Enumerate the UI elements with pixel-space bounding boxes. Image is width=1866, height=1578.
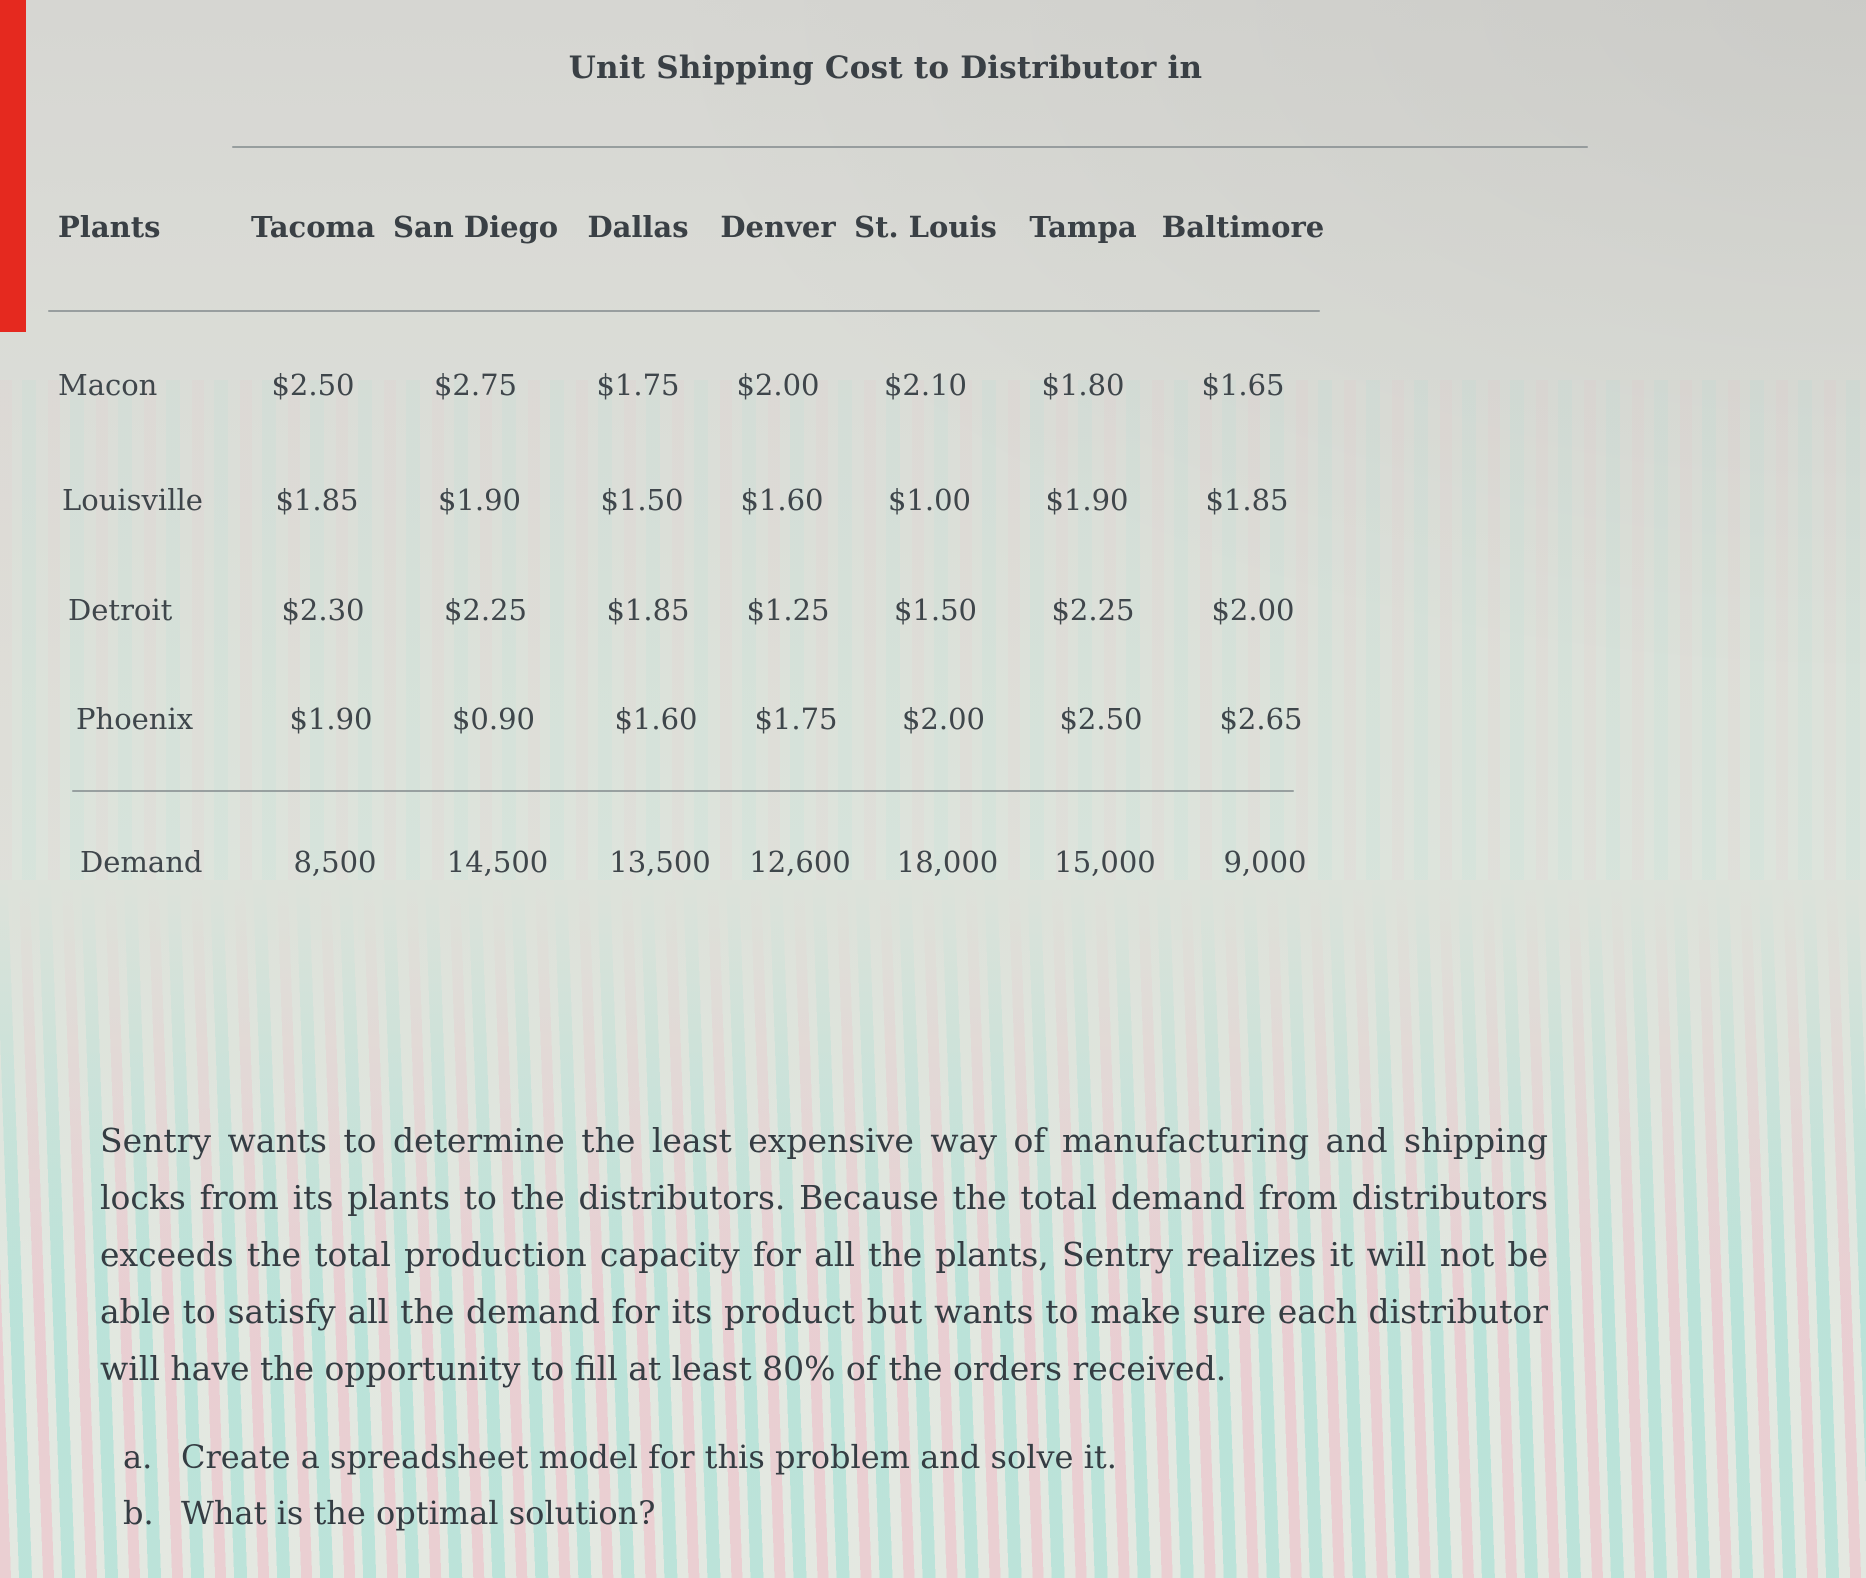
- cost-cell: $2.25: [1051, 593, 1135, 627]
- cost-cell: $2.00: [1211, 593, 1295, 627]
- moire-fade: [0, 880, 1866, 1578]
- divider-under-title: [232, 146, 1588, 148]
- cost-cell: $1.00: [887, 483, 972, 517]
- column-header-denver: Denver: [720, 210, 836, 244]
- cost-cell: $2.50: [1059, 702, 1143, 736]
- table-row-demand: Demand 8,500 14,500 13,500 12,600 18,000…: [50, 845, 1355, 879]
- cost-cell: $1.65: [1201, 368, 1285, 402]
- red-edge-strip: [0, 0, 26, 332]
- demand-value: 15,000: [1054, 845, 1156, 879]
- demand-value: 9,000: [1223, 845, 1307, 879]
- table-row-macon: Macon $2.50 $2.75 $1.75 $2.00 $2.10 $1.8…: [50, 368, 1333, 402]
- demand-value: 8,500: [293, 845, 377, 879]
- cost-cell: $2.65: [1219, 702, 1303, 736]
- demand-value: 13,500: [609, 845, 711, 879]
- moire-pattern-upper: [0, 380, 1866, 940]
- cost-cell: $1.80: [1041, 368, 1125, 402]
- question-a-label: a.: [123, 1438, 153, 1476]
- divider-under-header: [48, 310, 1320, 312]
- cost-cell: $1.75: [754, 702, 838, 736]
- column-header-san-diego: San Diego: [393, 210, 559, 244]
- plant-name: Louisville: [62, 483, 203, 517]
- question-a: a. Create a spreadsheet model for this p…: [123, 1438, 1117, 1476]
- cost-cell: $1.90: [289, 702, 373, 736]
- cost-cell: $1.75: [596, 368, 680, 402]
- table-row-louisville: Louisville $1.85 $1.90 $1.50 $1.60 $1.00…: [50, 483, 1337, 517]
- cost-cell: $2.50: [271, 368, 355, 402]
- table-row-detroit: Detroit $2.30 $2.25 $1.85 $1.25 $1.50 $2…: [50, 593, 1343, 627]
- page-title: Unit Shipping Cost to Distributor in: [568, 50, 1203, 86]
- cost-cell: $1.85: [1205, 483, 1289, 517]
- cost-cell: $0.90: [451, 702, 536, 736]
- cost-cell: $1.85: [275, 483, 359, 517]
- cost-cell: $2.00: [901, 702, 986, 736]
- demand-value: 12,600: [749, 845, 851, 879]
- cost-cell: $2.75: [433, 368, 518, 402]
- plant-name: Phoenix: [76, 702, 194, 736]
- table-header-row: Plants Tacoma San Diego Dallas Denver St…: [50, 210, 1333, 244]
- question-a-text: Create a spreadsheet model for this prob…: [181, 1438, 1117, 1476]
- cost-cell: $1.60: [614, 702, 698, 736]
- question-b: b. What is the optimal solution?: [123, 1494, 1117, 1532]
- column-header-st-louis: St. Louis: [854, 210, 997, 244]
- table-row-phoenix: Phoenix $1.90 $0.90 $1.60 $1.75 $2.00 $2…: [50, 702, 1351, 736]
- cost-cell: $1.90: [437, 483, 522, 517]
- problem-statement: Sentry wants to determine the least expe…: [100, 1121, 1548, 1388]
- column-header-tampa: Tampa: [1029, 210, 1137, 244]
- cost-cell: $2.10: [883, 368, 968, 402]
- column-header-baltimore: Baltimore: [1161, 210, 1325, 244]
- cost-cell: $1.60: [740, 483, 824, 517]
- cost-cell: $1.25: [746, 593, 830, 627]
- question-b-label: b.: [123, 1494, 154, 1532]
- cost-cell: $2.00: [736, 368, 820, 402]
- column-header-plants: Plants: [58, 210, 161, 244]
- plant-name: Macon: [58, 368, 158, 402]
- cost-cell: $1.50: [600, 483, 684, 517]
- cost-cell: $2.25: [443, 593, 528, 627]
- question-b-text: What is the optimal solution?: [181, 1494, 656, 1532]
- column-header-tacoma: Tacoma: [250, 210, 376, 244]
- divider-above-demand: [72, 790, 1294, 792]
- cost-cell: $2.30: [281, 593, 365, 627]
- demand-value: 14,500: [446, 845, 549, 879]
- cost-cell: $1.90: [1045, 483, 1129, 517]
- demand-value: 18,000: [896, 845, 999, 879]
- cost-cell: $1.50: [893, 593, 978, 627]
- column-header-dallas: Dallas: [587, 210, 689, 244]
- question-list: a. Create a spreadsheet model for this p…: [123, 1438, 1117, 1550]
- demand-label: Demand: [80, 845, 203, 879]
- cost-cell: $1.85: [606, 593, 690, 627]
- plant-name: Detroit: [68, 593, 173, 627]
